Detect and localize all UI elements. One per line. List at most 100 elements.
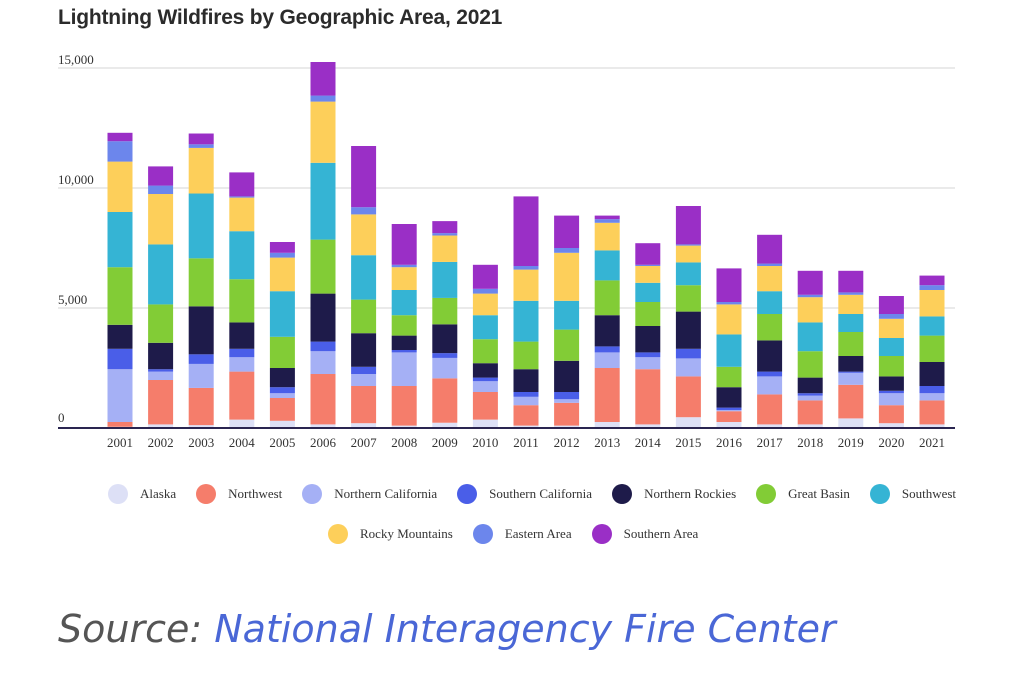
bar-segment-northern-rockies	[838, 356, 864, 372]
bar-segment-rocky-mountains	[229, 197, 255, 232]
bar-segment-northern-rockies	[513, 369, 539, 392]
bar-segment-northwest	[554, 402, 580, 426]
legend-swatch	[869, 484, 890, 504]
x-tick-label: 2010	[472, 435, 498, 450]
bar-segment-southern-area	[188, 133, 214, 145]
bar-segment-eastern-area	[838, 292, 864, 295]
bar-segment-northern-california	[554, 399, 580, 403]
bar-segment-southern-area	[269, 242, 295, 253]
bar-segment-rocky-mountains	[838, 294, 864, 314]
x-tick-label: 2012	[554, 435, 580, 450]
bar-segment-southern-california	[838, 371, 864, 373]
x-tick-label: 2006	[310, 435, 337, 450]
bar-segment-great-basin	[919, 335, 945, 362]
bar-segment-northern-california	[878, 393, 904, 406]
legend-item: Southwest	[869, 484, 956, 504]
bar-segment-eastern-area	[472, 288, 498, 294]
x-tick-label: 2011	[513, 435, 539, 450]
x-tick-label: 2001	[107, 435, 133, 450]
bar-segment-northwest	[878, 405, 904, 424]
bar-segment-southwest	[635, 282, 661, 302]
bar-segment-northwest	[229, 371, 255, 420]
bar-segment-southern-area	[757, 234, 783, 264]
bar-segment-southern-area	[310, 62, 336, 96]
bar-segment-northwest	[107, 422, 133, 427]
bar-segment-great-basin	[675, 285, 701, 312]
bar-segment-southern-area	[391, 224, 417, 265]
bar-segment-alaska	[594, 422, 620, 428]
bar-segment-southwest	[716, 334, 742, 367]
legend-swatch	[472, 524, 493, 544]
bar-segment-northern-california	[269, 393, 295, 398]
bar-segment-southwest	[513, 300, 539, 342]
legend-label: Northern California	[334, 486, 438, 501]
x-tick-label: 2007	[351, 435, 378, 450]
x-tick-label: 2018	[797, 435, 823, 450]
legend-swatch	[591, 524, 612, 544]
chart-title: Lightning Wildfires by Geographic Area, …	[58, 6, 503, 29]
bar-segment-northern-california	[716, 410, 742, 412]
bar-segment-northern-california	[513, 396, 539, 406]
bar-segment-rocky-mountains	[391, 267, 417, 290]
bar-segment-southern-area	[797, 270, 823, 295]
bar-segment-eastern-area	[675, 244, 701, 246]
legend-label: Southern California	[489, 486, 593, 501]
bar-segment-alaska	[472, 419, 498, 428]
bar-segment-southern-california	[188, 354, 214, 364]
bar-segment-rocky-mountains	[310, 101, 336, 163]
bar-segment-great-basin	[635, 302, 661, 326]
bar-segment-southern-california	[878, 390, 904, 394]
legend-swatch	[328, 524, 348, 544]
bar-segment-eastern-area	[797, 294, 823, 298]
axes: 0 5,000 10,000 15,000 2001 2002 2003 2004 2005 20…	[58, 52, 955, 450]
bar-segment-rocky-mountains	[107, 161, 133, 212]
bar-segment-eastern-area	[310, 95, 336, 102]
x-tick-label: 2021	[919, 435, 945, 450]
x-tick-label: 2004	[229, 435, 256, 450]
bars	[107, 62, 945, 428]
bar-segment-southern-california	[351, 366, 377, 374]
x-tick-label: 2009	[432, 435, 458, 450]
bar-segment-southern-area	[513, 196, 539, 266]
bar-segment-rocky-mountains	[878, 318, 904, 338]
bar-segment-southern-area	[554, 215, 580, 248]
x-tick-label: 2017	[757, 435, 784, 450]
bar-segment-northwest	[716, 411, 742, 422]
legend-item: Northwest	[196, 484, 282, 504]
bar-segment-eastern-area	[878, 314, 904, 319]
bar-segment-alaska	[554, 425, 580, 428]
bar-segment-great-basin	[797, 351, 823, 378]
legend-item: Alaska	[108, 484, 176, 504]
bar-segment-northern-california	[391, 352, 417, 386]
bar-segment-eastern-area	[432, 233, 458, 236]
bar-segment-southern-area	[594, 215, 620, 220]
bar-segment-northern-california	[310, 351, 336, 374]
bar-segment-southern-area	[675, 206, 701, 245]
bar-segment-northern-california	[635, 357, 661, 370]
y-tick-label: 15,000	[58, 52, 94, 67]
bar-segment-southern-california	[716, 407, 742, 410]
bar-segment-alaska	[919, 424, 945, 428]
bar-segment-alaska	[188, 425, 214, 428]
bar-segment-great-basin	[757, 314, 783, 341]
bar-segment-southwest	[351, 255, 377, 300]
legend-label: Rocky Mountains	[360, 526, 453, 541]
y-tick-label: 5,000	[58, 292, 87, 307]
bar-segment-eastern-area	[594, 219, 620, 223]
source-link[interactable]: National Interagency Fire Center	[214, 607, 836, 651]
bar-segment-alaska	[838, 418, 864, 428]
bar-segment-southwest	[391, 290, 417, 316]
bar-segment-alaska	[148, 424, 174, 428]
bar-segment-northwest	[391, 386, 417, 426]
bar-segment-great-basin	[107, 267, 133, 325]
bar-segment-northern-california	[757, 376, 783, 395]
bar-segment-northern-rockies	[594, 315, 620, 347]
bar-segment-northern-california	[919, 393, 945, 401]
legend-swatch	[302, 484, 323, 504]
bar-segment-great-basin	[188, 258, 214, 307]
bar-segment-great-basin	[554, 329, 580, 361]
source-prefix: Source:	[58, 607, 215, 651]
bar-segment-eastern-area	[229, 196, 255, 198]
bar-segment-eastern-area	[351, 207, 377, 215]
bar-segment-rocky-mountains	[797, 297, 823, 323]
